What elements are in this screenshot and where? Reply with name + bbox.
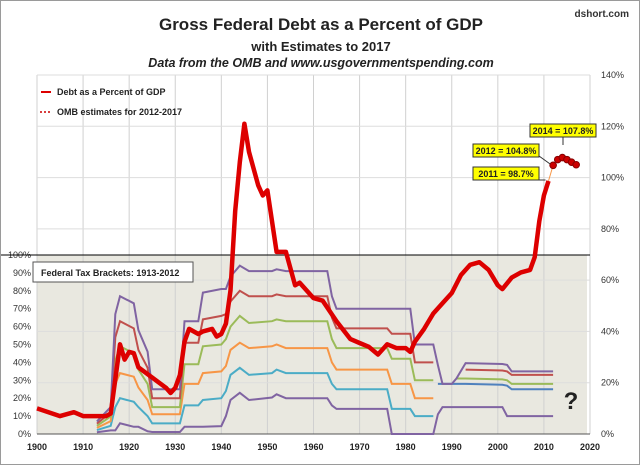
left-axis-tick-label: 20% <box>13 393 31 403</box>
x-tick-label: 2020 <box>580 442 600 452</box>
left-axis-tick-label: 30% <box>13 375 31 385</box>
legend-dot-swatch <box>48 111 50 113</box>
chart-source: Data from the OMB and www.usgovernmentsp… <box>148 56 494 70</box>
estimate-point <box>572 160 580 169</box>
chart-subtitle: with Estimates to 2017 <box>251 39 391 54</box>
x-tick-label: 1990 <box>442 442 462 452</box>
x-tick-label: 1920 <box>119 442 139 452</box>
legend-label-debt: Debt as a Percent of GDP <box>57 87 166 97</box>
legend-dot-swatch <box>40 111 42 113</box>
right-axis-tick-label: 60% <box>601 275 619 285</box>
x-tick-label: 2010 <box>534 442 554 452</box>
x-tick-label: 1910 <box>73 442 93 452</box>
legend-dot-swatch <box>44 111 46 113</box>
tax-bracket-line <box>456 377 554 385</box>
x-tick-label: 1940 <box>211 442 231 452</box>
tax-bracket-line <box>96 366 434 432</box>
x-tick-label: 1900 <box>27 442 47 452</box>
x-tick-label: 1980 <box>396 442 416 452</box>
tax-bracket-line <box>96 264 554 423</box>
estimate-point <box>549 161 557 170</box>
annotation-arrow <box>538 155 551 165</box>
right-axis-tick-label: 100% <box>601 173 624 183</box>
left-axis-tick-label: 40% <box>13 357 31 367</box>
left-axis-tick-label: 10% <box>13 411 31 421</box>
annotation-label: 2014 = 107.8% <box>533 126 594 136</box>
x-tick-label: 1970 <box>350 442 370 452</box>
legend-label-estimates: OMB estimates for 2012-2017 <box>57 107 182 117</box>
annotation-box <box>472 166 540 181</box>
x-tick-label: 1950 <box>257 442 277 452</box>
brand-label: dshort.com <box>574 9 629 20</box>
inset-title-box <box>32 261 194 283</box>
annotation-label: 2012 = 104.8% <box>476 146 537 156</box>
right-axis-tick-label: 120% <box>601 121 624 131</box>
right-axis-tick-label: 20% <box>601 378 619 388</box>
right-axis-tick-label: 0% <box>601 429 614 439</box>
tax-bracket-line <box>96 341 434 429</box>
question-mark: ? <box>564 388 579 415</box>
x-tick-label: 1960 <box>303 442 323 452</box>
left-axis-tick-label: 70% <box>13 304 31 314</box>
x-tick-label: 2000 <box>488 442 508 452</box>
annotation-label: 2011 = 98.7% <box>478 169 533 179</box>
debt-line <box>36 121 551 419</box>
x-tick-label: 1930 <box>165 442 185 452</box>
right-axis-tick-label: 80% <box>601 224 619 234</box>
left-axis-tick-label: 90% <box>13 268 31 278</box>
tax-bracket-line <box>96 391 554 435</box>
chart-title: Gross Federal Debt as a Percent of GDP <box>158 15 484 34</box>
tax-bracket-line <box>465 368 554 376</box>
right-axis-tick-label: 140% <box>601 70 624 80</box>
left-axis-tick-label: 0% <box>18 429 31 439</box>
annotation-box <box>472 143 540 158</box>
left-axis-tick-label: 50% <box>13 340 31 350</box>
left-axis-tick-label: 60% <box>13 322 31 332</box>
inset-title: Federal Tax Brackets: 1913-2012 <box>41 268 179 278</box>
right-axis-tick-label: 40% <box>601 326 619 336</box>
left-axis-tick-label: 80% <box>13 286 31 296</box>
